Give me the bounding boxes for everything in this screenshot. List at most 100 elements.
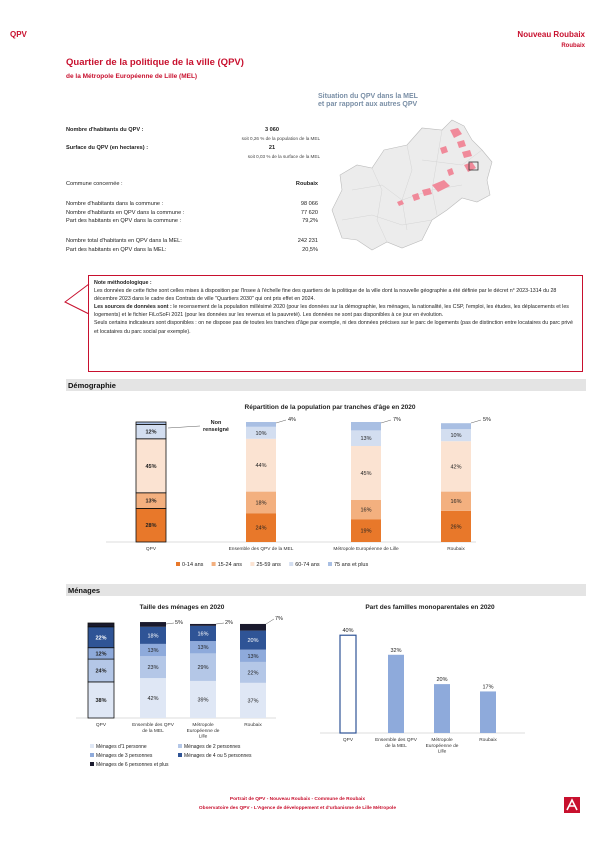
- age-data-label: 18%: [255, 500, 266, 506]
- hh-legend-swatch: [178, 753, 182, 757]
- monoparent-chart-title: Part des familles monoparentales en 2020: [365, 604, 495, 611]
- hh-legend-swatch: [178, 744, 182, 748]
- header-right-label: Nouveau Roubaix: [517, 30, 585, 39]
- footer-line-2: Observatoire des QPV - L'Agence de dével…: [198, 806, 397, 811]
- age-category-label: QPV: [146, 546, 157, 552]
- section-menages: Ménages: [66, 584, 586, 596]
- mono-category-label: Ensemble des QPV de la MEL: [375, 737, 418, 749]
- hh-legend-swatch: [90, 762, 94, 766]
- age-data-label: 13%: [360, 436, 371, 442]
- agency-logo-icon: [564, 797, 580, 813]
- hh-data-label: 5%: [175, 620, 183, 626]
- age-data-label: 45%: [145, 464, 156, 470]
- hh-legend-label: Ménages de 4 ou 5 personnes: [184, 753, 252, 759]
- hh-data-label: 13%: [197, 645, 208, 651]
- hh-data-label: 24%: [95, 669, 106, 675]
- footer-line-1: Portrait de QPV - Nouveau Roubaix - Comm…: [229, 797, 366, 802]
- mel-stat-row: Part des habitants en QPV dans la MEL: 20…: [66, 246, 318, 253]
- mel-stats: Nombre total d'habitants en QPV dans la …: [66, 237, 318, 254]
- age-data-label: 10%: [450, 433, 461, 439]
- age-bar-segment: [135, 421, 167, 425]
- age-legend-label: 15-24 ans: [218, 562, 243, 568]
- age-chart: 28% 13% 45% 12% QPV 24% 18% 44% 10% 4% Ensemble de…: [106, 417, 491, 568]
- age-bar-segment: [441, 510, 471, 542]
- hh-data-label: 7%: [275, 616, 283, 622]
- hh-leader-line: [165, 622, 175, 625]
- hh-data-label: 20%: [247, 638, 258, 644]
- age-bar-segment: [351, 430, 381, 446]
- page-title: Quartier de la politique de la ville (QP…: [66, 57, 244, 68]
- hh-bar-segment: [240, 649, 266, 662]
- commune-stats: Nombre d'habitants dans la commune :98 0…: [66, 200, 318, 226]
- commune-stat-row: Nombre d'habitants en QPV dans la commun…: [66, 209, 318, 216]
- stat-hab-label: Nombre d'habitants du QPV :: [66, 127, 144, 133]
- age-data-label: 42%: [450, 464, 461, 470]
- age-legend-label: 0-14 ans: [182, 562, 204, 568]
- age-data-label: 45%: [360, 471, 371, 477]
- hh-bar-segment: [190, 641, 216, 654]
- hh-data-label: 18%: [147, 633, 158, 639]
- stat-hab-note: soit 0,26 % de la population de la MEL: [241, 136, 320, 141]
- age-bar-segment: [351, 500, 381, 520]
- age-bar-segment: [246, 438, 276, 492]
- mono-category-label: QPV: [343, 737, 354, 743]
- age-bar-segment: [246, 426, 276, 439]
- age-bar-segment: [135, 438, 167, 494]
- age-bar-segment: [441, 429, 471, 442]
- hh-data-label: 12%: [95, 651, 106, 657]
- hh-data-label: 39%: [197, 697, 208, 703]
- hh-data-label: 29%: [197, 665, 208, 671]
- note-paragraph-2: Les sources de données sont : le recense…: [94, 304, 569, 319]
- age-category-label: Métropole Européenne de Lille: [333, 546, 399, 552]
- hh-category-label: Roubaix: [244, 722, 262, 728]
- age-bar-segment: [246, 491, 276, 514]
- age-data-label: 10%: [255, 431, 266, 437]
- mono-data-label: 17%: [482, 684, 493, 690]
- note-heading: Note méthodologique :: [94, 280, 152, 286]
- hh-data-label: 22%: [247, 670, 258, 676]
- qpv-highlight-box: [468, 161, 479, 171]
- mono-data-label: 40%: [342, 628, 353, 634]
- age-data-label: 24%: [255, 526, 266, 532]
- age-bar-segment: [441, 491, 471, 511]
- hh-bar-segment: [140, 656, 166, 679]
- hh-bar-segment: [140, 678, 166, 718]
- age-data-label: 12%: [145, 430, 156, 436]
- methodology-note: Note méthodologique : Les données de cet…: [88, 275, 583, 372]
- age-leader-line: [380, 419, 392, 424]
- age-legend-label: 75 ans et plus: [334, 562, 368, 568]
- note-paragraph-3: Seuls certains indicateurs sont disponib…: [94, 320, 573, 335]
- hh-leader-line: [215, 622, 225, 625]
- hh-bar-segment: [87, 622, 115, 628]
- age-annotation-leader: [167, 425, 201, 429]
- age-data-label: 19%: [360, 529, 371, 535]
- mono-bar: [480, 691, 496, 733]
- hh-legend-label: Ménages de 6 personnes et plus: [96, 762, 169, 768]
- age-data-label: 44%: [255, 463, 266, 469]
- hh-data-label: 42%: [147, 696, 158, 702]
- age-annotation: Non renseigné: [203, 420, 229, 433]
- household-chart-title: Taille des ménages en 2020: [139, 604, 225, 611]
- hh-bar-segment: [190, 623, 216, 626]
- mel-territory-shape: [331, 119, 493, 251]
- hh-data-label: 23%: [147, 665, 158, 671]
- situation-map: [331, 119, 493, 251]
- age-data-label: 4%: [288, 417, 296, 423]
- mono-category-label: Roubaix: [479, 737, 497, 743]
- age-legend-swatch: [250, 562, 255, 566]
- hh-bar-segment: [240, 630, 266, 650]
- monoparent-chart: 40% QPV 32% Ensemble des QPV de la MEL 20% Mét…: [320, 628, 525, 755]
- hh-bar-segment: [190, 625, 216, 642]
- hh-legend-label: Ménages d'1 personne: [96, 744, 147, 750]
- stat-surf-value: 21: [268, 145, 276, 151]
- household-chart: 38% 24% 12% 22% QPV 42% 23% 13% 18% 5% Ensemble de…: [76, 616, 283, 768]
- hh-category-label: Ensemble des QPV de la MEL: [132, 722, 175, 734]
- page-subtitle: de la Métropole Européenne de Lille (MEL…: [66, 73, 198, 80]
- age-data-label: 13%: [145, 499, 156, 505]
- hh-legend-label: Ménages de 3 personnes: [96, 753, 153, 759]
- header-right-sub: Roubaix: [561, 43, 585, 49]
- age-legend-swatch: [211, 562, 216, 566]
- mono-data-label: 32%: [390, 648, 401, 654]
- age-legend-label: 60-74 ans: [295, 562, 320, 568]
- hh-bar-segment: [140, 626, 166, 644]
